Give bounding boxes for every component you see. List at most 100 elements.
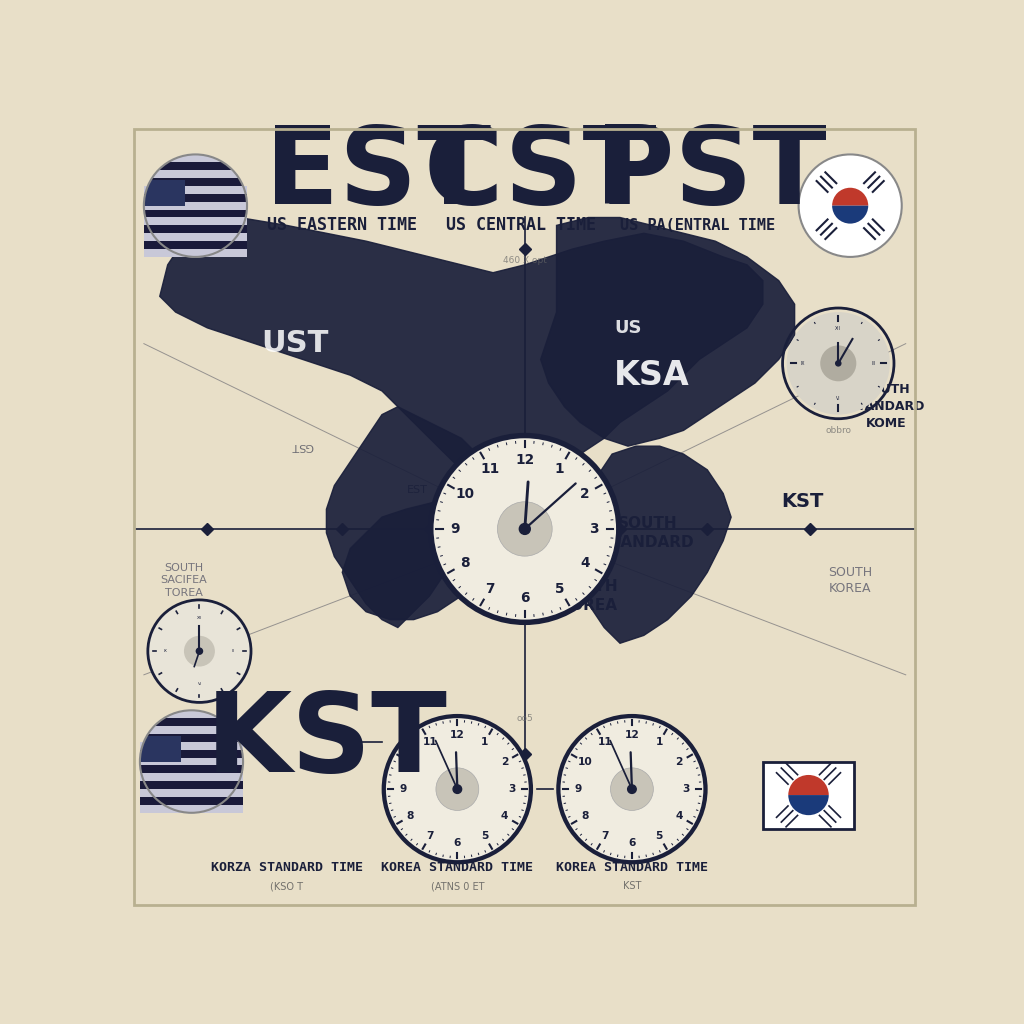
- Text: SOUTH
KOREA: SOUTH KOREA: [828, 565, 872, 595]
- Bar: [140, 797, 243, 805]
- Text: 6: 6: [454, 838, 461, 848]
- Bar: [140, 718, 243, 726]
- Text: III: III: [231, 649, 234, 653]
- Text: EST: EST: [408, 484, 428, 495]
- Text: 6: 6: [520, 591, 529, 605]
- Text: KOREA STANDARD TIME: KOREA STANDARD TIME: [556, 861, 708, 874]
- Text: SOUTH
SACIFEA
TOREA: SOUTH SACIFEA TOREA: [160, 563, 207, 598]
- Text: 7: 7: [601, 830, 608, 841]
- Bar: [143, 217, 247, 225]
- Text: III: III: [871, 360, 876, 366]
- Bar: [143, 162, 247, 170]
- Bar: [140, 805, 243, 813]
- Text: VI: VI: [836, 395, 841, 400]
- Bar: [143, 202, 247, 210]
- Text: 7: 7: [426, 830, 434, 841]
- Circle shape: [184, 636, 215, 667]
- Circle shape: [519, 523, 530, 535]
- Circle shape: [382, 714, 534, 864]
- Circle shape: [498, 502, 552, 556]
- Text: 12: 12: [515, 453, 535, 467]
- Bar: [143, 170, 247, 178]
- Bar: [140, 766, 243, 773]
- Circle shape: [820, 345, 856, 381]
- Text: 11: 11: [423, 737, 437, 748]
- Text: 5: 5: [481, 830, 488, 841]
- Text: obbro: obbro: [825, 426, 851, 435]
- Text: SOUTH
KOREA: SOUTH KOREA: [558, 580, 618, 612]
- Text: UST: UST: [261, 329, 329, 358]
- Bar: [140, 711, 243, 718]
- Text: 2: 2: [581, 487, 590, 502]
- Text: 11: 11: [597, 737, 612, 748]
- Text: XII: XII: [836, 326, 841, 331]
- Text: 4: 4: [675, 811, 683, 821]
- Text: UST: UST: [462, 484, 484, 495]
- Bar: [143, 186, 247, 194]
- Text: 460 X opt: 460 X opt: [503, 256, 547, 265]
- Bar: [140, 790, 243, 797]
- Text: US PA(ENTRAL TIME: US PA(ENTRAL TIME: [621, 218, 775, 232]
- Circle shape: [147, 600, 251, 702]
- Text: 7: 7: [485, 582, 495, 596]
- Bar: [140, 734, 243, 741]
- Circle shape: [610, 768, 653, 810]
- Bar: [143, 233, 247, 241]
- Text: KSA: KSA: [614, 358, 689, 392]
- Text: US: US: [614, 318, 642, 337]
- Text: PST: PST: [596, 121, 827, 227]
- Bar: [140, 741, 243, 750]
- Polygon shape: [342, 502, 485, 620]
- Text: IX: IX: [164, 649, 168, 653]
- Text: 1: 1: [555, 462, 564, 476]
- Text: 5: 5: [555, 582, 564, 596]
- Bar: [140, 773, 243, 781]
- Circle shape: [628, 784, 636, 794]
- Text: KST: KST: [206, 688, 447, 796]
- Text: 10: 10: [578, 757, 592, 767]
- Text: KST: KST: [781, 492, 823, 511]
- Text: 2: 2: [675, 757, 683, 767]
- Text: 6: 6: [629, 838, 636, 848]
- Text: 3: 3: [508, 784, 515, 795]
- Text: oo5: oo5: [516, 714, 534, 723]
- Text: 9: 9: [574, 784, 582, 795]
- Text: 10: 10: [456, 487, 474, 502]
- Text: 8: 8: [407, 811, 414, 821]
- Text: KST: KST: [623, 881, 641, 891]
- Text: 12: 12: [450, 730, 465, 740]
- Text: 4: 4: [581, 556, 590, 570]
- Bar: [763, 762, 854, 828]
- Bar: [143, 180, 185, 206]
- Text: SOUTH
STANDARD: SOUTH STANDARD: [601, 516, 694, 550]
- Text: CST: CST: [424, 121, 657, 227]
- Bar: [143, 249, 247, 257]
- Circle shape: [197, 648, 203, 654]
- Circle shape: [433, 438, 616, 620]
- Polygon shape: [477, 532, 501, 549]
- Circle shape: [560, 718, 703, 860]
- Polygon shape: [509, 509, 549, 532]
- Text: KORZA STANDARD TIME: KORZA STANDARD TIME: [211, 861, 362, 874]
- Circle shape: [453, 784, 462, 794]
- Bar: [143, 225, 247, 233]
- Wedge shape: [788, 775, 828, 795]
- Text: 9: 9: [451, 522, 460, 536]
- Text: IX: IX: [801, 360, 806, 366]
- Bar: [143, 155, 247, 162]
- Text: XII: XII: [197, 615, 202, 620]
- Circle shape: [386, 718, 528, 860]
- Text: 9: 9: [399, 784, 407, 795]
- Circle shape: [436, 768, 479, 810]
- Circle shape: [140, 711, 243, 813]
- Text: EST: EST: [265, 121, 492, 227]
- Bar: [143, 241, 247, 249]
- Bar: [143, 178, 247, 186]
- Polygon shape: [581, 446, 731, 643]
- Text: 10: 10: [403, 757, 418, 767]
- Bar: [140, 736, 181, 762]
- Polygon shape: [541, 217, 795, 446]
- Text: 3: 3: [590, 522, 599, 536]
- Text: 8: 8: [582, 811, 589, 821]
- Circle shape: [836, 360, 841, 366]
